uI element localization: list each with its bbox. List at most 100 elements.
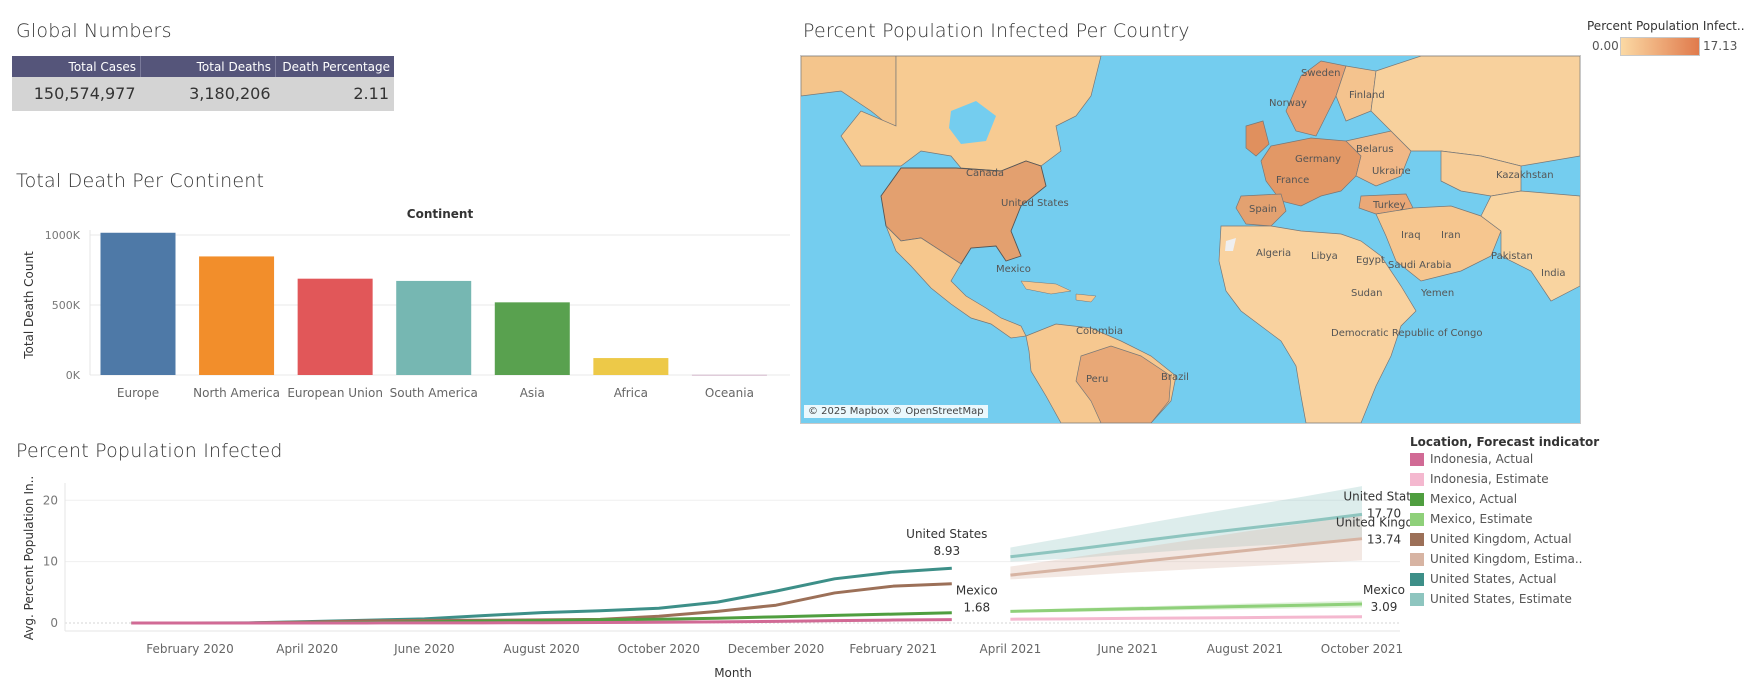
map-land-brazil — [1075, 345, 1172, 423]
map-label-sudan: Sudan — [1351, 288, 1383, 299]
series-end-value: 1.68 — [963, 601, 990, 615]
map-label-algeria: Algeria — [1256, 248, 1291, 259]
bar-south-america[interactable] — [396, 280, 472, 375]
bar-africa[interactable] — [593, 358, 669, 375]
series-end-label: United Kingdom — [1336, 516, 1410, 530]
series-line-indonesia-actual[interactable] — [131, 618, 952, 625]
map-label-pakistan: Pakistan — [1491, 251, 1533, 262]
map-title: Percent Population Infected Per Country — [803, 20, 1190, 42]
forecast-band-united-states — [1010, 486, 1362, 562]
line-legend: Indonesia, Actual Indonesia, Estimate Mexi… — [1410, 452, 1610, 612]
map-label-turkey: Turkey — [1372, 200, 1406, 211]
series-line-united-kingdom-estimate[interactable] — [1010, 537, 1363, 577]
line-x-tick-label: June 2021 — [1096, 642, 1158, 656]
bar-y-tick-label: 0K — [66, 369, 81, 382]
bar-y-tick-label: 1000K — [45, 229, 81, 242]
series-end-value: 3.09 — [1371, 600, 1398, 614]
line-x-tick-label: August 2021 — [1207, 642, 1283, 656]
map-legend-max: 17.13 — [1703, 39, 1738, 53]
line-chart-xlabel: Month — [714, 666, 752, 680]
map-label-libya: Libya — [1311, 251, 1338, 262]
line-chart[interactable]: Avg. Percent Population In.. 0 10 20 Februar… — [0, 468, 1410, 690]
bar-europe[interactable] — [100, 232, 176, 375]
line-x-tick-label: April 2021 — [980, 642, 1042, 656]
bar-oceania[interactable] — [691, 374, 767, 376]
line-y-tick-label: 0 — [50, 616, 58, 630]
map-label-drc: Democratic Republic of Congo — [1331, 328, 1482, 339]
line-x-tick-label: June 2020 — [393, 642, 455, 656]
bar-chart-ylabel: Total Death Count — [22, 251, 36, 360]
map-label-kazakhstan: Kazakhstan — [1496, 170, 1554, 181]
series-line-indonesia-estimate[interactable] — [1010, 615, 1363, 621]
map-label-iraq: Iraq — [1401, 230, 1421, 241]
map-land-africa — [1218, 225, 1417, 423]
map-land-scandinavia — [1285, 60, 1347, 137]
map-label-france: France — [1276, 175, 1309, 186]
legend-label: Indonesia, Actual — [1430, 452, 1534, 466]
choropleth-map[interactable]: Canada United States Mexico Colombia Per… — [800, 55, 1581, 424]
series-end-label: Mexico — [1363, 583, 1405, 597]
legend-label: Indonesia, Estimate — [1430, 472, 1549, 486]
legend-swatch — [1410, 593, 1424, 606]
map-label-yemen: Yemen — [1420, 288, 1454, 299]
series-end-value: 13.74 — [1367, 533, 1401, 547]
bar-category-label: North America — [193, 386, 280, 400]
bar-chart-title: Total Death Per Continent — [16, 170, 265, 192]
legend-swatch — [1410, 573, 1424, 586]
map-label-egypt: Egypt — [1356, 255, 1385, 266]
map-label-peru: Peru — [1086, 374, 1108, 385]
series-end-label: United States — [906, 527, 987, 541]
legend-label: United Kingdom, Estima.. — [1430, 552, 1583, 566]
bar-category-label: Europe — [117, 386, 159, 400]
bar-north-america[interactable] — [199, 256, 275, 375]
map-label-saudi-arabia: Saudi Arabia — [1388, 260, 1451, 271]
bar-asia[interactable] — [494, 302, 570, 375]
map-label-colombia: Colombia — [1076, 326, 1123, 337]
kpi-value-total-deaths: 3,180,206 — [140, 77, 276, 111]
line-x-tick-label: August 2020 — [503, 642, 579, 656]
series-end-value: 17.70 — [1367, 506, 1401, 520]
map-land-middle-east — [1375, 205, 1502, 282]
bar-chart[interactable]: Continent Total Death Count 0K 500K 1000K Eur… — [0, 200, 800, 410]
forecast-band-united-kingdom — [1010, 515, 1362, 580]
bar-category-label: Asia — [520, 386, 545, 400]
kpi-value-death-percentage: 2.11 — [275, 77, 394, 111]
map-land-western-europe — [1260, 137, 1362, 207]
global-numbers-title: Global Numbers — [16, 20, 172, 42]
series-line-united-states-estimate[interactable] — [1010, 512, 1363, 559]
bar-chart-header: Continent — [407, 207, 474, 221]
line-x-tick-label: April 2020 — [276, 642, 338, 656]
legend-swatch — [1410, 553, 1424, 566]
legend-swatch — [1410, 493, 1424, 506]
legend-label: United States, Estimate — [1430, 592, 1572, 606]
bar-category-label: Africa — [614, 386, 648, 400]
series-end-label: Mexico — [956, 584, 998, 598]
line-y-tick-label: 10 — [43, 555, 58, 569]
map-label-norway: Norway — [1269, 98, 1307, 109]
map-legend-gradient — [1620, 37, 1700, 56]
legend-swatch — [1410, 533, 1424, 546]
map-attribution[interactable]: © 2025 Mapbox © OpenStreetMap — [804, 405, 988, 418]
line-y-tick-label: 20 — [43, 493, 58, 507]
map-legend-title: Percent Population Infect.. — [1587, 19, 1745, 33]
line-chart-ylabel: Avg. Percent Population In.. — [22, 476, 36, 640]
map-label-canada: Canada — [966, 168, 1004, 179]
line-x-tick-label: February 2020 — [146, 642, 234, 656]
kpi-value-total-cases: 150,574,977 — [12, 77, 141, 111]
map-label-united-states: United States — [1001, 198, 1069, 209]
map-label-india: India — [1541, 268, 1566, 279]
legend-label: Mexico, Actual — [1430, 492, 1518, 506]
legend-label: United Kingdom, Actual — [1430, 532, 1572, 546]
bar-european-union[interactable] — [297, 278, 373, 375]
line-x-tick-label: February 2021 — [849, 642, 937, 656]
bar-y-tick-label: 500K — [52, 299, 81, 312]
line-legend-title: Location, Forecast indicator — [1410, 435, 1600, 449]
series-line-united-kingdom-actual[interactable] — [131, 582, 952, 625]
legend-swatch — [1410, 513, 1424, 526]
bar-category-label: European Union — [287, 386, 383, 400]
map-label-spain: Spain — [1249, 204, 1277, 215]
series-line-mexico-estimate[interactable] — [1010, 602, 1363, 613]
map-land-greenland — [801, 56, 897, 132]
line-chart-title: Percent Population Infected — [16, 440, 283, 462]
kpi-header-total-deaths: Total Deaths — [140, 56, 276, 77]
